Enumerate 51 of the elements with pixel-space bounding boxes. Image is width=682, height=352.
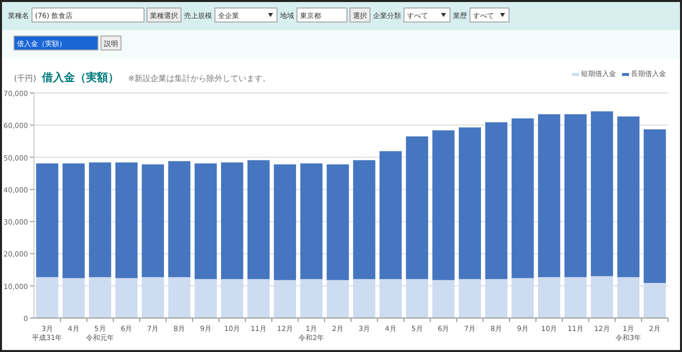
bar xyxy=(406,279,428,318)
bar xyxy=(485,122,508,280)
bar xyxy=(300,279,322,318)
bar xyxy=(380,279,402,318)
bar xyxy=(564,114,587,278)
bar xyxy=(221,162,244,280)
bar xyxy=(274,280,296,318)
bar xyxy=(538,114,560,278)
bar xyxy=(617,116,640,278)
bar xyxy=(590,111,614,276)
bar xyxy=(512,118,534,278)
bar xyxy=(142,164,164,278)
bar xyxy=(62,163,85,278)
bar xyxy=(353,160,376,280)
bar xyxy=(221,279,244,318)
bar xyxy=(406,136,428,280)
bar xyxy=(88,162,112,278)
bar xyxy=(274,164,296,280)
bar xyxy=(194,279,217,318)
bar xyxy=(115,162,138,278)
bar xyxy=(194,163,217,280)
bar xyxy=(88,277,112,318)
bar xyxy=(564,277,587,318)
bar xyxy=(380,151,402,280)
chart-title: 借入金（実額） xyxy=(41,71,119,84)
bar xyxy=(36,277,58,318)
bar xyxy=(353,279,376,318)
bar xyxy=(142,277,164,318)
bar xyxy=(617,277,640,318)
bar xyxy=(644,282,666,318)
bar xyxy=(36,163,58,278)
bar xyxy=(168,161,190,278)
bar xyxy=(458,279,481,318)
bar xyxy=(644,129,666,283)
bar xyxy=(115,278,138,318)
bar xyxy=(432,130,455,280)
bar xyxy=(538,277,560,318)
bar xyxy=(512,278,534,318)
bar xyxy=(590,276,614,318)
bar xyxy=(432,280,455,318)
bar xyxy=(168,277,190,318)
chart-subtitle: ※新設企業は集計から除外しています。 xyxy=(128,74,271,83)
bar xyxy=(247,279,270,318)
bar xyxy=(458,127,481,280)
bar xyxy=(485,279,508,318)
y-axis-title: (千円) xyxy=(14,74,36,83)
bar xyxy=(300,163,322,280)
bar xyxy=(247,160,270,280)
bar xyxy=(326,280,349,318)
bar xyxy=(326,164,349,280)
bar xyxy=(62,278,85,318)
